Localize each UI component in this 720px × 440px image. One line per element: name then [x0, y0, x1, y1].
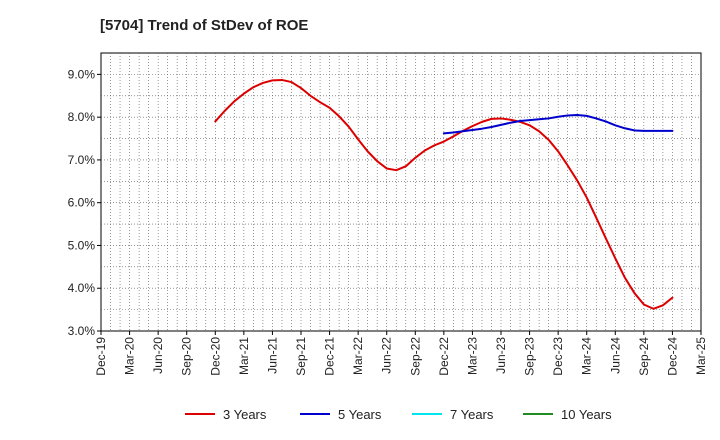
x-tick-label: Sep-20	[180, 337, 194, 376]
x-tick-label: Mar-25	[694, 337, 708, 375]
series-lines	[214, 78, 674, 310]
x-tick-label: Dec-20	[208, 337, 222, 376]
series-line-2	[442, 114, 674, 135]
legend-label: 5 Years	[338, 407, 382, 422]
x-tick-label: Dec-19	[94, 337, 108, 376]
axes: 3.0% 4.0% 5.0% 6.0% 7.0% 8.0% 9.0% Dec-19 Mar-20…	[68, 67, 708, 375]
y-tick-label: 9.0%	[68, 67, 96, 81]
x-tick-label: Sep-24	[637, 337, 651, 376]
x-tick-label: Mar-20	[123, 337, 137, 375]
x-tick-label: Mar-24	[580, 337, 594, 375]
legend-label: 7 Years	[450, 407, 494, 422]
y-tick-label: 8.0%	[68, 110, 96, 124]
x-tick-label: Jun-20	[151, 337, 165, 374]
x-tick-label: Sep-21	[294, 337, 308, 376]
chart-title: [5704] Trend of StDev of ROE	[100, 17, 308, 34]
x-tick-label: Dec-23	[551, 337, 565, 376]
x-tick-label: Jun-23	[494, 337, 508, 374]
y-tick-label: 3.0%	[68, 324, 96, 338]
x-tick-label: Dec-21	[323, 337, 337, 376]
x-tick-label: Sep-23	[523, 337, 537, 376]
x-tick-label: Sep-22	[408, 337, 422, 376]
y-tick-label: 6.0%	[68, 196, 96, 210]
legend-label: 10 Years	[561, 407, 612, 422]
x-tick-label: Dec-22	[437, 337, 451, 376]
y-tick-label: 5.0%	[68, 238, 96, 252]
x-tick-label: Mar-23	[465, 337, 479, 375]
x-tick-label: Jun-21	[265, 337, 279, 374]
y-tick-label: 7.0%	[68, 153, 96, 167]
series-line-1	[214, 78, 674, 310]
x-tick-label: Dec-24	[665, 337, 679, 376]
x-tick-label: Jun-22	[380, 337, 394, 374]
y-tick-label: 4.0%	[68, 281, 96, 295]
x-tick-label: Jun-24	[608, 337, 622, 374]
x-tick-label: Mar-21	[237, 337, 251, 375]
legend-label: 3 Years	[223, 407, 267, 422]
grid	[100, 52, 702, 332]
plot-area	[100, 52, 702, 332]
x-tick-label: Mar-22	[351, 337, 365, 375]
legend: 3 Years 5 Years 7 Years 10 Years	[185, 407, 612, 422]
